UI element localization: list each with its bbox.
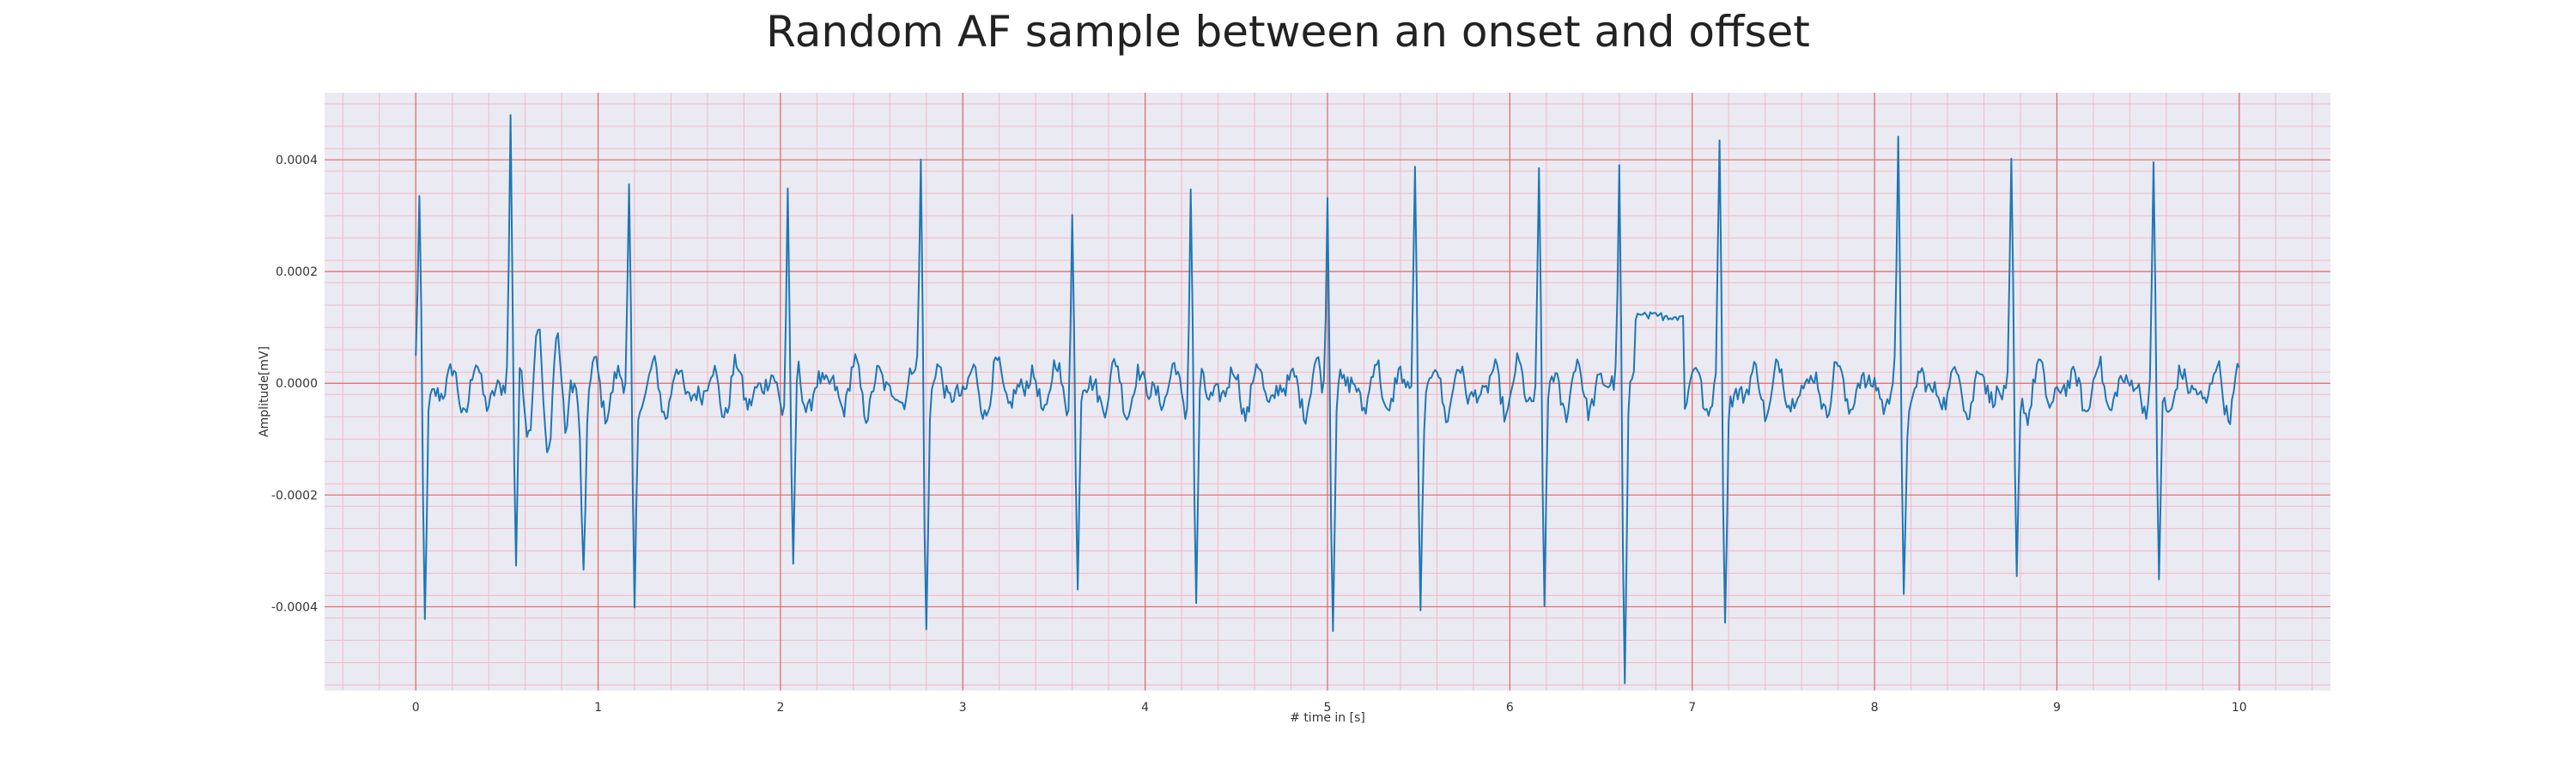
x-tick-label: 7 (1688, 701, 1696, 715)
x-axis-label: # time in [s] (1290, 711, 1365, 725)
x-tick-label: 0 (412, 701, 420, 715)
x-tick-labels: 0 1 2 3 4 5 6 7 8 9 10 (412, 701, 2247, 715)
x-tick-label: 5 (1324, 701, 1332, 715)
x-tick-label: 9 (2053, 701, 2061, 715)
x-tick-label: 10 (2232, 701, 2247, 715)
y-tick-label: 0.0002 (276, 265, 318, 279)
y-tick-label: -0.0004 (271, 600, 318, 614)
x-tick-label: 8 (1871, 701, 1879, 715)
y-axis-label: Amplitude[mV] (258, 346, 271, 437)
x-tick-label: 2 (776, 701, 784, 715)
major-grid (325, 93, 2330, 691)
x-tick-label: 6 (1506, 701, 1514, 715)
y-tick-label: 0.0004 (276, 154, 318, 167)
ecg-series-line (415, 114, 2240, 685)
x-tick-label: 4 (1141, 701, 1149, 715)
y-tick-label: 0.0000 (276, 377, 318, 391)
x-tick-label: 1 (594, 701, 602, 715)
y-tick-label: -0.0002 (271, 489, 318, 502)
x-tick-label: 3 (959, 701, 967, 715)
y-tick-labels: -0.0004 -0.0002 0.0000 0.0002 0.0004 (271, 154, 318, 614)
chart-title: Random AF sample between an onset and of… (766, 7, 1810, 57)
